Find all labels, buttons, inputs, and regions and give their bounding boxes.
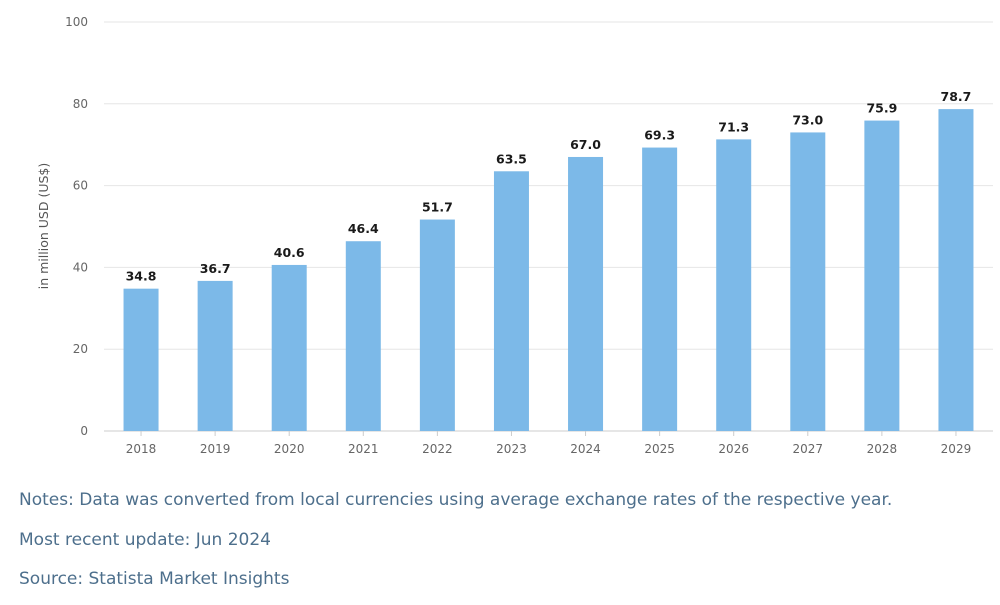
x-tick-label: 2023 <box>496 442 527 456</box>
y-axis-ticks: 0 20 40 60 80 100 <box>65 15 88 438</box>
source-text: Source: Statista Market Insights <box>19 569 290 589</box>
bar <box>123 288 159 431</box>
x-tick-label: 2022 <box>422 442 453 456</box>
y-tick-label: 0 <box>80 424 88 438</box>
x-tick-label: 2029 <box>941 442 972 456</box>
bar-value-label: 51.7 <box>422 200 453 215</box>
y-tick-label: 20 <box>73 342 88 356</box>
x-tick-label: 2027 <box>793 442 824 456</box>
bar <box>938 109 974 431</box>
bar-value-label: 34.8 <box>126 269 157 284</box>
chart-notes: Notes: Data was converted from local cur… <box>19 486 989 605</box>
x-tick-label: 2019 <box>200 442 231 456</box>
bar-value-label: 75.9 <box>866 101 897 116</box>
bar-value-label: 73.0 <box>792 112 823 127</box>
x-tick-label: 2028 <box>867 442 898 456</box>
data-labels: 34.8 36.7 40.6 46.4 51.7 63.5 67.0 69.3 71.3 73.0… <box>126 89 972 284</box>
x-axis-ticks: 2018 2019 2020 2021 2022 2023 2024 2025 2026 2027… <box>126 431 971 456</box>
bar <box>271 264 307 431</box>
bar-value-label: 46.4 <box>348 221 379 236</box>
bar <box>197 280 233 431</box>
bar-value-label: 71.3 <box>718 119 749 134</box>
x-tick-label: 2020 <box>274 442 305 456</box>
bars <box>123 109 974 432</box>
bar <box>642 147 678 432</box>
x-tick-label: 2026 <box>718 442 749 456</box>
bar <box>790 132 826 431</box>
gridlines <box>104 21 993 432</box>
bar-value-label: 78.7 <box>941 89 972 104</box>
x-tick-label: 2018 <box>126 442 157 456</box>
bar-value-label: 36.7 <box>200 261 231 276</box>
y-tick-label: 80 <box>73 97 88 111</box>
bar <box>345 241 381 431</box>
bar <box>493 171 529 431</box>
bar <box>864 120 900 431</box>
bar-value-label: 40.6 <box>274 245 305 260</box>
bar-chart: 0 20 40 60 80 100 2018 2019 2020 2021 2022 2023 202… <box>36 15 993 456</box>
bar <box>419 219 455 431</box>
x-tick-label: 2024 <box>570 442 601 456</box>
y-axis-title: in million USD (US$) <box>36 163 51 289</box>
x-tick-label: 2025 <box>644 442 675 456</box>
bar-value-label: 67.0 <box>570 137 601 152</box>
x-tick-label: 2021 <box>348 442 379 456</box>
y-tick-label: 40 <box>73 260 88 274</box>
notes-text: Notes: Data was converted from local cur… <box>19 490 893 510</box>
bar <box>568 156 604 431</box>
bar-value-label: 69.3 <box>644 128 675 143</box>
y-tick-label: 100 <box>65 15 88 29</box>
bar <box>716 139 752 431</box>
update-text: Most recent update: Jun 2024 <box>19 529 271 550</box>
y-tick-label: 60 <box>73 179 88 193</box>
bar-value-label: 63.5 <box>496 151 527 166</box>
